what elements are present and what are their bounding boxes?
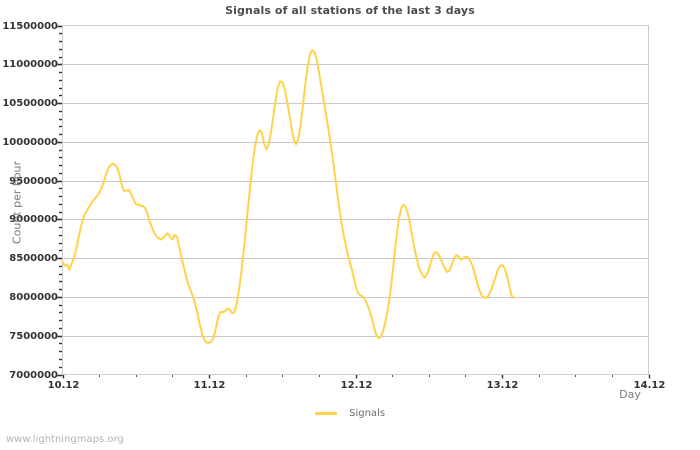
- x-axis-label: Day: [619, 388, 641, 401]
- y-axis-label: Count per hour: [10, 160, 24, 245]
- y-tick-label: 10500000: [2, 97, 58, 109]
- y-tick-label: 9000000: [9, 213, 58, 225]
- chart-legend: Signals: [0, 408, 700, 420]
- x-tick-label: 14.12: [633, 379, 666, 391]
- y-tick-label: 11500000: [2, 20, 58, 32]
- gridlines-group: [62, 64, 649, 337]
- chart-title: Signals of all stations of the last 3 da…: [225, 4, 475, 17]
- y-tick-label: 7500000: [9, 330, 58, 342]
- plot-frame: [62, 25, 649, 375]
- legend-item-signals[interactable]: Signals: [314, 408, 386, 420]
- legend-color-swatch: [314, 412, 337, 415]
- x-tick-label: 12.12: [340, 379, 373, 391]
- legend-label: Signals: [349, 408, 386, 419]
- y-tick-label: 8500000: [9, 252, 58, 264]
- y-tick-label: 9500000: [9, 175, 58, 187]
- y-tick-marks-group: [57, 25, 63, 377]
- x-tick-marks-group: [62, 374, 651, 379]
- y-tick-label: 8000000: [9, 291, 58, 303]
- y-tick-label: 11000000: [2, 58, 58, 70]
- site-credit: www.lightningmaps.org: [6, 434, 124, 445]
- x-tick-label: 11.12: [193, 379, 226, 391]
- x-tick-label: 10.12: [47, 379, 80, 391]
- x-tick-label: 13.12: [486, 379, 519, 391]
- series-line-signals: [61, 49, 515, 344]
- y-tick-label: 7000000: [9, 369, 58, 381]
- y-tick-label: 10000000: [2, 136, 58, 148]
